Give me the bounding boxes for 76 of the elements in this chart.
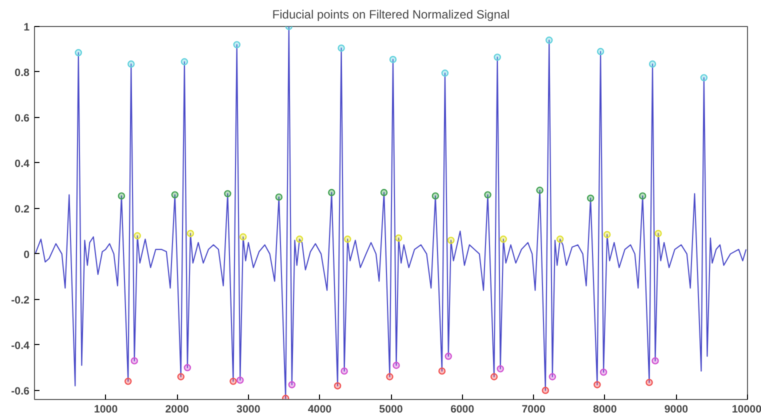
point — [536, 186, 544, 194]
point — [177, 373, 184, 380]
point — [180, 58, 188, 66]
point — [444, 352, 452, 360]
point — [236, 376, 244, 384]
x-tick-label: 9000 — [664, 404, 688, 415]
point — [652, 357, 659, 364]
y-tick-label: 0.2 — [14, 203, 30, 216]
point — [600, 368, 608, 376]
point — [184, 364, 192, 372]
point — [224, 190, 232, 198]
point — [74, 49, 82, 56]
point — [128, 60, 135, 68]
point — [186, 230, 194, 238]
point — [646, 378, 653, 386]
point — [118, 192, 126, 200]
x-tick-label: 6000 — [450, 404, 474, 415]
point — [389, 56, 397, 64]
point — [395, 234, 402, 242]
point — [604, 231, 611, 238]
point — [275, 193, 283, 201]
line-series — [34, 26, 747, 399]
point — [380, 188, 388, 196]
point — [594, 381, 601, 388]
point — [328, 188, 336, 196]
point — [542, 386, 550, 394]
point — [288, 381, 296, 388]
point — [648, 60, 656, 68]
point — [586, 194, 594, 202]
y-tick-label: 0.6 — [14, 112, 30, 124]
point — [546, 36, 553, 44]
y-tick-label: -0.4 — [11, 340, 30, 352]
point — [340, 367, 348, 375]
y-tick-label: 0.4 — [14, 158, 30, 170]
point — [386, 373, 394, 380]
point — [596, 48, 604, 56]
point — [639, 192, 646, 200]
point — [296, 236, 304, 243]
x-tick-label: 8000 — [593, 404, 617, 415]
point — [240, 233, 247, 240]
chart-title: Fiducial points on Filtered Normalized Signal — [272, 8, 510, 22]
point — [134, 232, 141, 240]
x-tick-label: 1000 — [94, 404, 118, 415]
y-tick-label: -0.2 — [11, 294, 30, 306]
x-tick-label: 5000 — [379, 404, 403, 415]
point — [438, 367, 446, 375]
point — [338, 44, 345, 52]
point — [654, 230, 662, 238]
point — [490, 373, 498, 380]
point — [130, 357, 138, 364]
y-tick-label: -0.6 — [11, 385, 30, 398]
point — [441, 70, 449, 77]
y-tick-label: 0.8 — [14, 66, 30, 79]
point — [556, 236, 564, 243]
point — [496, 365, 504, 372]
point — [700, 74, 708, 82]
point — [484, 191, 492, 198]
x-tick-label: 4000 — [308, 404, 332, 415]
point — [447, 236, 455, 244]
y-tick-label: 1 — [24, 22, 30, 34]
point — [124, 378, 132, 385]
point — [432, 192, 440, 200]
point — [494, 54, 501, 61]
point — [334, 382, 342, 390]
y-tick-label: 0 — [24, 248, 30, 261]
point — [344, 236, 352, 243]
x-tick-label: 10000 — [732, 404, 761, 415]
point — [548, 373, 556, 380]
point — [233, 41, 240, 48]
x-tick-label: 2000 — [165, 404, 190, 415]
point — [500, 236, 507, 243]
point — [230, 378, 237, 385]
point — [392, 362, 400, 369]
x-tick-label: 7000 — [522, 404, 546, 415]
x-tick-label: 3000 — [236, 404, 260, 415]
point — [171, 191, 178, 198]
